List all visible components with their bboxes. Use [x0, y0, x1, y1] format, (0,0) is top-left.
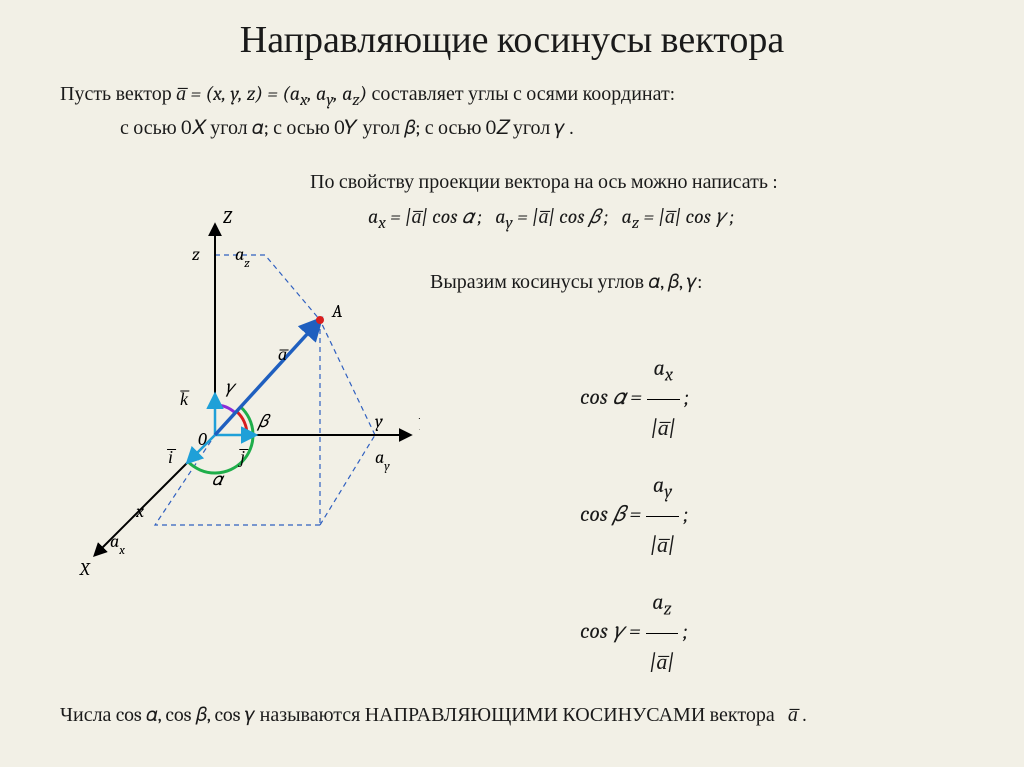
num: ax [647, 340, 680, 400]
proj-z: az = |a̅| cos 𝛾 ; [622, 205, 735, 228]
den: |a̅| [646, 634, 679, 691]
cosine-formulas: cos 𝛼 = ax |a̅| ; cos 𝛽 = ay |a̅| ; cos … [580, 340, 689, 692]
vec-def-2: (ax, ay, az) [282, 82, 367, 105]
svg-text:x: x [135, 501, 145, 522]
semi: ; [679, 501, 688, 527]
svg-text:y: y [375, 411, 383, 432]
frac: ay |a̅| [646, 457, 679, 574]
num: ay [646, 457, 679, 517]
lhs: cos 𝛼 = [580, 384, 647, 410]
svg-text:ay: ay [375, 447, 390, 474]
svg-text:ax: ax [110, 531, 125, 558]
dot: . [802, 703, 806, 726]
footer-text: Числа cos 𝛼, cos 𝛽, cos 𝛾 называются НАП… [60, 703, 806, 727]
cos-beta: cos 𝛽 = ay |a̅| ; [580, 457, 689, 574]
frac: ax |a̅| [647, 340, 680, 457]
vec-def-1: a̅ = (x, y, z) = [176, 82, 282, 105]
cos-gamma: cos 𝛾 = az |a̅| ; [580, 574, 689, 691]
proj-y: ay = |a̅| cos 𝛽 ; [495, 205, 608, 228]
projection-formulas: ax = |a̅| cos 𝛼 ; ay = |a̅| cos 𝛽 ; az =… [368, 205, 734, 233]
angles-line: с осью 0𝑋 угол 𝛼; с осью 0𝑌 угол 𝛽; с ос… [120, 116, 574, 140]
frac: az |a̅| [646, 574, 679, 691]
express-cosines: Выразим косинусы углов 𝛼, 𝛽, 𝛾: [430, 270, 702, 294]
vector-diagram: ZYX0Aa̅azzyayxaxk̅j̅i̅𝛼𝛽𝛾 [40, 195, 420, 615]
lhs: cos 𝛾 = [580, 618, 646, 644]
svg-text:Y: Y [418, 414, 420, 435]
svg-text:0: 0 [198, 429, 207, 450]
svg-text:A: A [331, 301, 343, 322]
svg-text:Z: Z [223, 207, 233, 228]
definition-line: Пусть вектор a̅ = (x, y, z) = (ax, ay, a… [60, 82, 675, 110]
svg-text:i̅: i̅ [167, 447, 177, 468]
txt: Числа cos 𝛼, cos 𝛽, cos 𝛾 называются НАП… [60, 703, 784, 726]
num: az [646, 574, 679, 634]
txt: составляет углы с осями координат: [371, 82, 675, 105]
lhs: cos 𝛽 = [580, 501, 646, 527]
svg-text:𝛾: 𝛾 [225, 377, 237, 398]
projection-intro: По свойству проекции вектора на ось можн… [310, 170, 778, 194]
svg-text:z: z [192, 244, 200, 265]
den: |a̅| [646, 517, 679, 574]
den: |a̅| [647, 400, 680, 457]
semi: ; [678, 618, 687, 644]
svg-text:az: az [235, 244, 250, 271]
svg-text:k̅: k̅ [180, 389, 190, 410]
txt: Пусть вектор [60, 82, 176, 105]
svg-text:X: X [79, 559, 91, 580]
a-bar: a̅ [788, 703, 798, 726]
semi: ; [680, 384, 689, 410]
page-title: Направляющие косинусы вектора [0, 0, 1024, 62]
svg-text:𝛽: 𝛽 [256, 411, 271, 432]
cos-alpha: cos 𝛼 = ax |a̅| ; [580, 340, 689, 457]
